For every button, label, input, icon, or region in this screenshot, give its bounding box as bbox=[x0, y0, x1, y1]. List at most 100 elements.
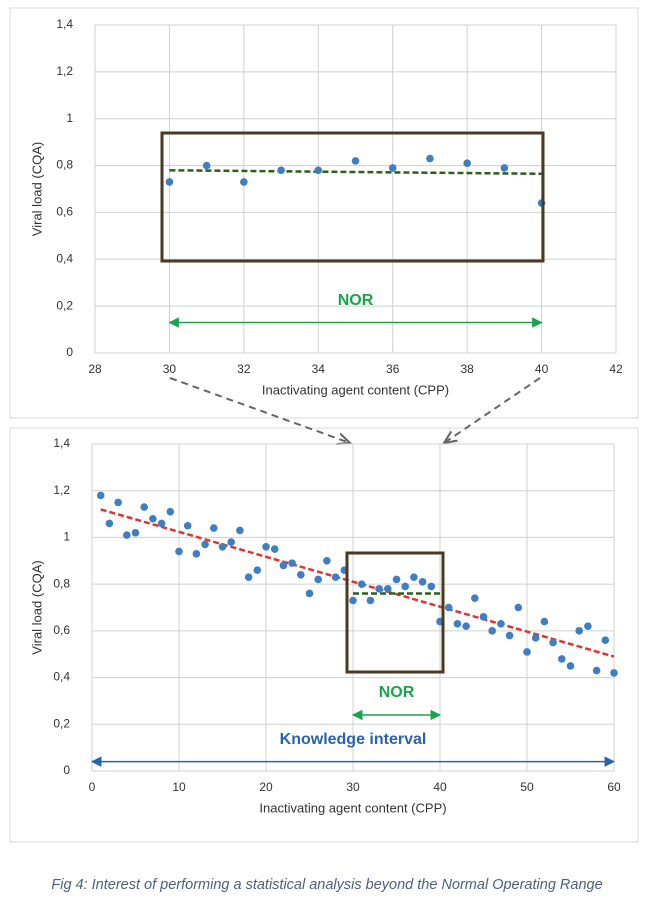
point bbox=[277, 166, 285, 175]
point bbox=[114, 498, 122, 507]
point bbox=[514, 603, 523, 612]
panel-border bbox=[9, 427, 639, 843]
x-axis-label: Inactivating agent content (CPP) bbox=[262, 382, 449, 397]
y-tick-label: 1 bbox=[63, 530, 70, 544]
nor-box bbox=[345, 551, 445, 674]
x-tick-label: 50 bbox=[520, 780, 534, 794]
point bbox=[165, 178, 174, 186]
x-tick-label: 36 bbox=[386, 362, 400, 376]
point bbox=[314, 575, 323, 584]
point bbox=[140, 503, 148, 511]
y-tick-label: 1 bbox=[66, 111, 73, 125]
point bbox=[351, 157, 360, 165]
x-tick-label: 40 bbox=[433, 780, 447, 794]
point bbox=[540, 617, 549, 626]
point bbox=[471, 594, 479, 602]
point bbox=[105, 519, 114, 528]
point bbox=[463, 159, 471, 168]
point bbox=[236, 526, 244, 535]
caption: Fig 4: Interest of performing a statisti… bbox=[51, 877, 602, 893]
point bbox=[149, 514, 157, 523]
point bbox=[210, 524, 218, 532]
point bbox=[201, 540, 209, 549]
point bbox=[392, 575, 401, 584]
point bbox=[601, 636, 610, 644]
y-tick-label: 0,8 bbox=[56, 158, 73, 172]
point bbox=[218, 542, 227, 551]
point bbox=[297, 571, 305, 579]
point bbox=[183, 521, 192, 530]
point bbox=[444, 603, 453, 612]
point bbox=[462, 622, 470, 630]
point bbox=[349, 596, 357, 605]
x-tick-label: 30 bbox=[163, 362, 177, 376]
x-tick-label: 42 bbox=[609, 362, 623, 376]
point bbox=[426, 154, 434, 163]
connector-arrow bbox=[444, 377, 541, 443]
x-tick-label: 0 bbox=[89, 780, 96, 794]
point bbox=[131, 528, 140, 537]
point bbox=[549, 638, 557, 647]
annotation-label: NOR bbox=[338, 292, 374, 309]
point bbox=[253, 566, 262, 574]
x-tick-label: 20 bbox=[259, 780, 273, 794]
y-tick-label: 0,8 bbox=[53, 576, 70, 590]
point bbox=[610, 669, 618, 677]
x-tick-label: 40 bbox=[535, 362, 549, 376]
point bbox=[227, 538, 235, 546]
point bbox=[453, 620, 462, 628]
y-axis-label: Viral load (CQA) bbox=[29, 142, 44, 236]
point bbox=[366, 596, 375, 605]
x-tick-label: 10 bbox=[172, 780, 186, 794]
y-tick-label: 0,4 bbox=[53, 670, 70, 684]
panel-border bbox=[9, 7, 639, 419]
point bbox=[384, 585, 392, 593]
point bbox=[523, 648, 531, 656]
point bbox=[202, 161, 211, 170]
y-tick-label: 1,4 bbox=[53, 436, 70, 450]
y-tick-label: 0,6 bbox=[56, 205, 73, 219]
y-tick-label: 1,2 bbox=[53, 483, 70, 497]
annotation-label: NOR bbox=[379, 684, 415, 701]
point bbox=[240, 178, 248, 186]
point bbox=[401, 582, 410, 591]
y-tick-label: 1,2 bbox=[56, 64, 73, 78]
nor-box bbox=[160, 131, 545, 263]
y-axis-label: Viral load (CQA) bbox=[29, 560, 44, 654]
point bbox=[175, 547, 183, 556]
y-tick-label: 1,4 bbox=[56, 17, 73, 31]
point bbox=[262, 542, 270, 551]
point bbox=[305, 589, 314, 598]
point bbox=[592, 666, 601, 675]
point bbox=[584, 622, 592, 630]
point bbox=[479, 613, 488, 621]
point bbox=[497, 620, 505, 628]
y-tick-label: 0,2 bbox=[56, 298, 73, 312]
x-tick-label: 28 bbox=[88, 362, 102, 376]
point bbox=[375, 585, 383, 593]
point bbox=[123, 531, 131, 539]
point bbox=[488, 627, 497, 635]
y-tick-label: 0 bbox=[66, 345, 73, 359]
point bbox=[388, 164, 397, 172]
point bbox=[575, 627, 583, 635]
connector-arrow bbox=[169, 377, 350, 443]
x-tick-label: 60 bbox=[607, 780, 621, 794]
x-axis-label: Inactivating agent content (CPP) bbox=[259, 800, 446, 815]
point bbox=[427, 582, 436, 591]
point bbox=[96, 491, 105, 500]
y-tick-label: 0 bbox=[63, 763, 70, 777]
annotation-label: Knowledge interval bbox=[280, 731, 427, 748]
x-tick-label: 38 bbox=[460, 362, 474, 376]
y-tick-label: 0,2 bbox=[53, 716, 70, 730]
point bbox=[566, 662, 575, 670]
y-tick-label: 0,4 bbox=[56, 251, 73, 265]
point bbox=[558, 655, 566, 663]
trendline bbox=[100, 508, 615, 658]
point bbox=[410, 573, 418, 581]
point bbox=[418, 578, 427, 586]
point bbox=[279, 561, 288, 570]
point bbox=[323, 556, 331, 565]
point bbox=[166, 507, 175, 516]
